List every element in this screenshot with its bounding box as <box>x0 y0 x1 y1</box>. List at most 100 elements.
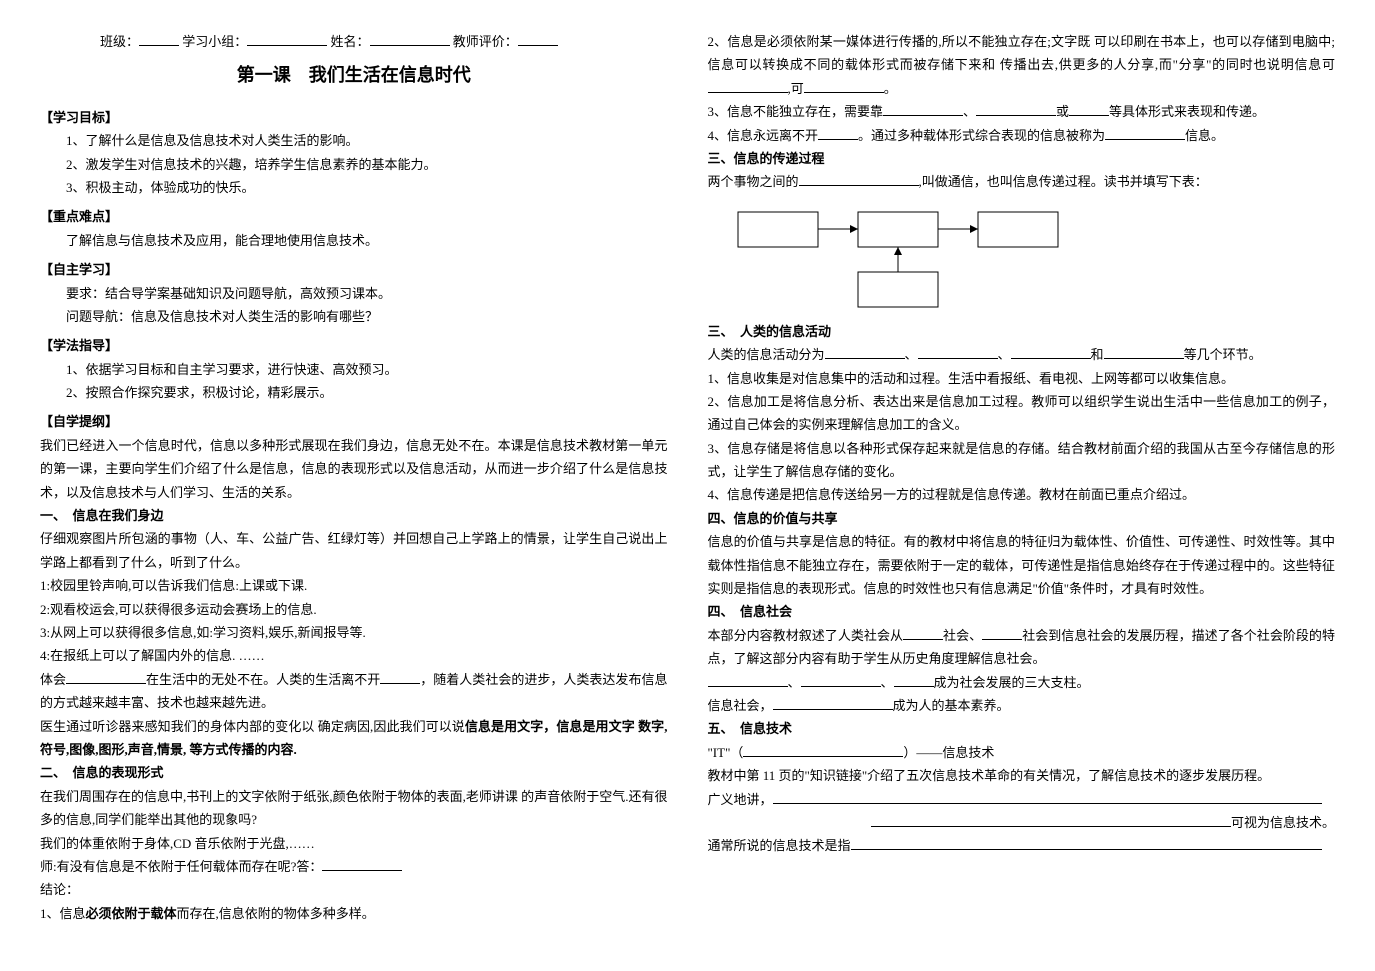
s5-g: 信息社会， <box>708 698 773 713</box>
r-p3-blank1 <box>883 103 963 116</box>
s4-p: 信息的价值与共享是信息的特征。有的教材中将信息的特征归为载体性、价值性、可传递性… <box>708 530 1336 600</box>
s1-fill: 体会在生活中的无处不在。人类的生活离不开，随着人类社会的进步，人类表达发布信息的… <box>40 668 668 715</box>
goal-3: 3、积极主动，体验成功的快乐。 <box>66 176 668 199</box>
r-p4a: 4、信息永远离不开 <box>708 128 819 143</box>
flow-arrow-1 <box>850 225 858 233</box>
flow-box-3 <box>978 212 1058 247</box>
s3b-blank4 <box>1104 346 1184 359</box>
s1-item-2: 2:观看校运会,可以获得很多运动会赛场上的信息. <box>40 598 668 621</box>
goals-head: 【学习目标】 <box>40 106 668 129</box>
r-p3b: 、 <box>963 104 976 119</box>
s6-f: 通常所说的信息技术是指 <box>708 838 851 853</box>
keypoints-text: 了解信息与信息技术及应用，能合理地使用信息技术。 <box>66 229 668 252</box>
method-1: 1、依据学习目标和自主学习要求，进行快速、高效预习。 <box>66 358 668 381</box>
s6-a: "IT"（ <box>708 745 744 760</box>
s6-p4: 通常所说的信息技术是指 <box>708 834 1336 857</box>
r-p3a: 3、信息不能独立存在，需要靠 <box>708 104 884 119</box>
s2-q-blank <box>322 858 402 871</box>
name-label: 姓名： <box>331 34 370 49</box>
s5-p3: 信息社会， 成为人的基本素养。 <box>708 694 1336 717</box>
s1-conclude-pre: 医生通过听诊器来感知我们的身体内部的变化以 确定病因,因此我们可以说 <box>40 719 465 734</box>
outline-intro: 我们已经进入一个信息时代，信息以多种形式展现在我们身边，信息无处不在。本课是信息… <box>40 434 668 504</box>
s1-item-4: 4:在报纸上可以了解国内外的信息. …… <box>40 644 668 667</box>
s3b-i1: 1、信息收集是对信息集中的活动和过程。生活中看报纸、看电视、上网等都可以收集信息… <box>708 367 1336 390</box>
s6-blank2 <box>773 791 1323 804</box>
selfstudy-nav: 问题导航：信息及信息技术对人类生活的影响有哪些？ <box>66 305 668 328</box>
s2-q-text: 师:有没有信息是不依附于任何载体而存在呢?答： <box>40 859 322 874</box>
s3-p-b: ,叫做通信，也叫信息传递过程。读书并填写下表： <box>919 174 1208 189</box>
s6-b: ）——信息技术 <box>903 745 994 760</box>
s5-blank3 <box>708 674 788 687</box>
s1-conclude: 医生通过听诊器来感知我们的身体内部的变化以 确定病因,因此我们可以说信息是用文字… <box>40 715 668 762</box>
lesson-title: 第一课 我们生活在信息时代 <box>40 59 668 91</box>
flow-box-4 <box>858 272 938 307</box>
s1-blank-1 <box>66 671 146 684</box>
s3b-i3: 3、信息存储是将信息以各种形式保存起来就是信息的存储。结合教材前面介绍的我国从古… <box>708 437 1336 484</box>
s1-fill-b: 在生活中的无处不在。人类的生活离不开 <box>146 672 380 687</box>
s5-p1: 本部分内容教材叙述了人类社会从社会、社会到信息社会的发展历程，描述了各个社会阶段… <box>708 624 1336 671</box>
group-blank <box>247 33 327 46</box>
s3b-i4: 4、信息传递是把信息传送给另一方的过程就是信息传递。教材在前面已重点介绍过。 <box>708 483 1336 506</box>
r-p2-blank1 <box>708 80 788 93</box>
r-p4c: 信息。 <box>1185 128 1224 143</box>
s6-d: 广义地讲， <box>708 792 773 807</box>
left-column: 班级： 学习小组： 姓名： 教师评价： 第一课 我们生活在信息时代 【学习目标】… <box>40 30 668 925</box>
r-p3-blank3 <box>1069 103 1109 116</box>
s3b-head: 三、 人类的信息活动 <box>708 320 1336 343</box>
s2-q: 师:有没有信息是不依附于任何载体而存在呢?答： <box>40 855 668 878</box>
s4-head: 四、信息的价值与共享 <box>708 507 1336 530</box>
s3b-blank3 <box>1011 346 1091 359</box>
goal-1: 1、了解什么是信息及信息技术对人类生活的影响。 <box>66 129 668 152</box>
s5-p2: 、、成为社会发展的三大支柱。 <box>708 671 1336 694</box>
method-head: 【学法指导】 <box>40 334 668 357</box>
s6-c: 教材中第 11 页的"知识链接"介绍了五次信息技术革命的有关情况，了解信息技术的… <box>708 764 1336 787</box>
s2-li1-bold: 必须依附于载体 <box>86 906 177 921</box>
s6-blank4 <box>851 837 1323 850</box>
r-p2a: 2、信息是必须依附某一媒体进行传播的,所以不能独立存在;文字既 可以印刷在书本上… <box>708 34 1336 72</box>
s3b-c: 、 <box>998 347 1011 362</box>
s2-conc: 结论： <box>40 878 668 901</box>
s5-blank5 <box>894 674 934 687</box>
s2-li1: 1、信息必须依附于载体而存在,信息依附的物体多种多样。 <box>40 902 668 925</box>
goal-2: 2、激发学生对信息技术的兴趣，培养学生信息素养的基本能力。 <box>66 153 668 176</box>
s5-blank1 <box>903 627 943 640</box>
r-p2: 2、信息是必须依附某一媒体进行传播的,所以不能独立存在;文字既 可以印刷在书本上… <box>708 30 1336 100</box>
s3-p: 两个事物之间的,叫做通信，也叫信息传递过程。读书并填写下表： <box>708 170 1336 193</box>
s3-head: 三、信息的传递过程 <box>708 147 1336 170</box>
s3-blank <box>799 173 919 186</box>
s5-d: 、 <box>788 675 801 690</box>
r-p3: 3、信息不能独立存在，需要靠、或等具体形式来表现和传递。 <box>708 100 1336 123</box>
header-blanks: 班级： 学习小组： 姓名： 教师评价： <box>100 30 668 53</box>
s5-h: 成为人的基本素养。 <box>893 698 1010 713</box>
flow-arrow-2 <box>970 225 978 233</box>
r-p3d: 等具体形式来表现和传递。 <box>1109 104 1265 119</box>
page-columns: 班级： 学习小组： 姓名： 教师评价： 第一课 我们生活在信息时代 【学习目标】… <box>40 30 1335 925</box>
r-p3-blank2 <box>976 103 1056 116</box>
s5-e: 、 <box>881 675 894 690</box>
r-p2b: ,可 <box>788 81 804 96</box>
s1-item-1: 1:校园里铃声响,可以告诉我们信息:上课或下课. <box>40 574 668 597</box>
r-p4b: 。通过多种载体形式综合表现的信息被称为 <box>858 128 1105 143</box>
class-label: 班级： <box>100 34 139 49</box>
r-p4: 4、信息永远离不开 。通过多种载体形式综合表现的信息被称为 信息。 <box>708 124 1336 147</box>
r-p2-blank2 <box>804 80 884 93</box>
s6-e: 可视为信息技术。 <box>1231 815 1335 830</box>
teacher-label: 教师评价： <box>453 34 518 49</box>
s2-li1-pre: 1、信息 <box>40 906 86 921</box>
s6-blank1 <box>743 744 903 757</box>
name-blank <box>370 33 450 46</box>
teacher-blank <box>518 33 558 46</box>
s6-p2: 广义地讲， <box>708 788 1336 811</box>
s2-li1-post: 而存在,信息依附的物体多种多样。 <box>177 906 375 921</box>
s3b-e: 等几个环节。 <box>1184 347 1262 362</box>
flow-box-1 <box>738 212 818 247</box>
s3b-d: 和 <box>1091 347 1104 362</box>
selfstudy-req: 要求：结合导学案基础知识及问题导航，高效预习课本。 <box>66 282 668 305</box>
s1-fill-a: 体会 <box>40 672 66 687</box>
s1-head: 一、 信息在我们身边 <box>40 504 668 527</box>
s3b-b: 、 <box>905 347 918 362</box>
r-p4-blank1 <box>818 127 858 140</box>
s1-blank-2 <box>380 671 420 684</box>
s2-p1: 在我们周围存在的信息中,书刊上的文字依附于纸张,颜色依附于物体的表面,老师讲课 … <box>40 785 668 832</box>
flow-arrow-3 <box>894 247 902 255</box>
